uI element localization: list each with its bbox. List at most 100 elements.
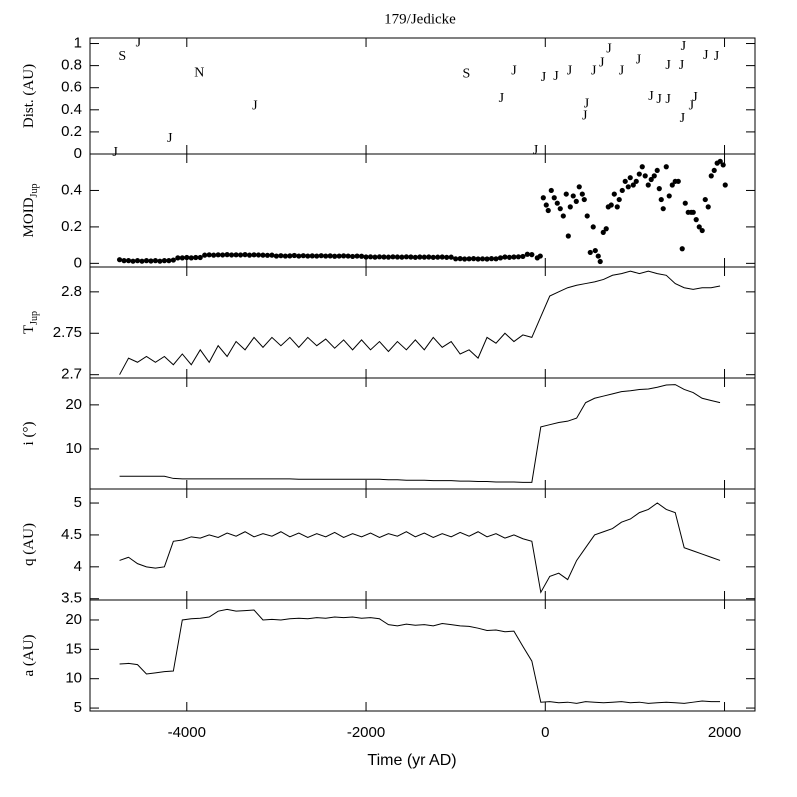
data-point bbox=[287, 253, 293, 259]
data-point bbox=[121, 258, 127, 264]
data-point bbox=[408, 254, 414, 260]
data-point bbox=[318, 253, 324, 259]
marker-label: J bbox=[656, 92, 662, 107]
marker-label: J bbox=[112, 145, 118, 160]
data-point bbox=[699, 227, 705, 234]
y-tick-label: 5 bbox=[74, 494, 82, 511]
data-point bbox=[548, 187, 554, 194]
marker-label: S bbox=[463, 67, 471, 82]
data-point bbox=[567, 204, 573, 210]
data-point bbox=[616, 196, 622, 203]
data-point bbox=[157, 258, 163, 264]
data-point bbox=[421, 254, 427, 260]
y-tick-label: 0 bbox=[74, 254, 82, 271]
data-point bbox=[152, 258, 159, 264]
data-point bbox=[246, 252, 253, 258]
data-line bbox=[119, 502, 721, 594]
y-tick-label: 15 bbox=[65, 640, 82, 657]
data-point bbox=[682, 200, 688, 206]
marker-label: J bbox=[692, 90, 698, 105]
data-point bbox=[696, 224, 702, 230]
marker-label: J bbox=[714, 49, 720, 64]
data-point bbox=[376, 254, 383, 260]
data-point bbox=[314, 253, 320, 259]
data-point bbox=[554, 200, 560, 206]
data-point bbox=[206, 252, 212, 258]
data-point bbox=[648, 176, 654, 183]
y-tick-label: 2.8 bbox=[61, 283, 82, 300]
y-axis-label: q (AU) bbox=[21, 523, 37, 566]
data-point bbox=[520, 253, 526, 260]
data-point bbox=[702, 196, 708, 203]
data-line bbox=[119, 270, 721, 375]
data-point bbox=[597, 258, 603, 265]
data-point bbox=[619, 187, 625, 194]
data-line bbox=[119, 384, 721, 483]
y-axis-label-main: i (°) bbox=[21, 422, 37, 446]
y-axis-label: MOIDJup bbox=[21, 184, 40, 238]
y-tick-label: 2.7 bbox=[61, 366, 82, 383]
data-point bbox=[296, 253, 302, 259]
data-point bbox=[358, 253, 365, 259]
data-point bbox=[493, 256, 499, 262]
y-axis-label-sub: Jup bbox=[29, 311, 40, 325]
y-tick-label: 0.2 bbox=[61, 218, 82, 235]
data-point bbox=[614, 204, 620, 210]
data-point bbox=[390, 254, 396, 260]
data-point bbox=[488, 256, 495, 262]
data-point bbox=[125, 258, 132, 264]
y-axis-label-main: MOID bbox=[21, 197, 37, 237]
data-point bbox=[439, 254, 445, 260]
data-point bbox=[202, 252, 208, 258]
marker-label: J bbox=[541, 70, 547, 85]
data-point bbox=[622, 178, 628, 184]
x-tick-label: -4000 bbox=[168, 724, 206, 741]
marker-label: J bbox=[582, 109, 588, 124]
data-point bbox=[475, 256, 481, 262]
data-point bbox=[720, 162, 726, 168]
data-point bbox=[444, 254, 450, 260]
y-tick-label: 2.75 bbox=[53, 324, 82, 341]
y-tick-label: 3.5 bbox=[61, 590, 82, 607]
y-axis-label: Dist. (AU) bbox=[21, 64, 37, 128]
data-point bbox=[565, 233, 571, 239]
data-point bbox=[557, 206, 563, 212]
data-point bbox=[462, 256, 468, 262]
data-point bbox=[242, 252, 248, 258]
x-tick-label: -2000 bbox=[347, 724, 385, 741]
data-point bbox=[323, 253, 329, 259]
data-point bbox=[654, 167, 660, 174]
marker-label: J bbox=[167, 131, 173, 146]
data-point bbox=[148, 258, 154, 264]
data-point bbox=[666, 193, 672, 199]
data-point bbox=[636, 171, 642, 177]
data-point bbox=[515, 254, 521, 260]
marker-label: J bbox=[606, 41, 612, 56]
data-point bbox=[660, 206, 666, 212]
data-point bbox=[560, 213, 566, 219]
data-point bbox=[300, 253, 306, 259]
data-point bbox=[305, 253, 311, 259]
data-point bbox=[134, 258, 141, 264]
data-point bbox=[381, 254, 387, 260]
data-point bbox=[543, 202, 549, 208]
marker-label: J bbox=[252, 99, 258, 114]
data-point bbox=[470, 256, 477, 262]
data-point bbox=[435, 254, 441, 260]
y-tick-label: 10 bbox=[65, 440, 82, 457]
data-point bbox=[143, 258, 150, 264]
data-point bbox=[708, 173, 714, 179]
y-tick-label: 20 bbox=[65, 611, 82, 628]
data-point bbox=[116, 257, 123, 263]
data-point bbox=[608, 202, 614, 208]
data-point bbox=[645, 182, 651, 188]
y-tick-label: 0.6 bbox=[61, 79, 82, 96]
data-point bbox=[627, 175, 633, 181]
data-point bbox=[399, 254, 405, 260]
marker-label: J bbox=[511, 63, 517, 78]
data-point bbox=[354, 253, 360, 259]
y-axis-label: TJup bbox=[21, 311, 40, 334]
data-point bbox=[332, 253, 338, 259]
marker-label: J bbox=[679, 58, 685, 73]
